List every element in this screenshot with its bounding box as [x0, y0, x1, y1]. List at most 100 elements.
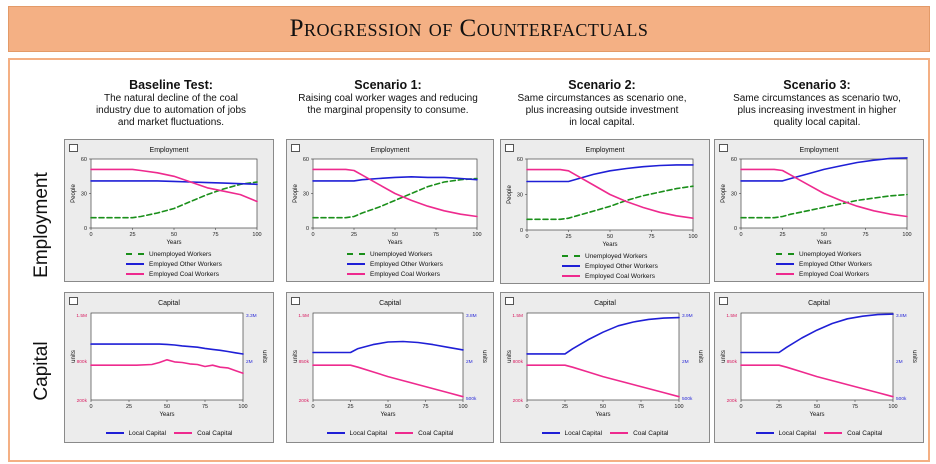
panel-pin-icon[interactable] [505, 297, 514, 305]
right-tick-label: 2M [466, 359, 473, 365]
y-tick-label: 60 [517, 157, 523, 163]
chart-legend: Local Capital Coal Capital [65, 428, 273, 438]
right-tick-label: 500k [466, 396, 477, 402]
x-tick-label: 50 [385, 404, 391, 410]
x-tick-label: 75 [638, 404, 644, 410]
legend-label: Unemployed Workers [370, 250, 433, 258]
x-tick-label: 25 [779, 232, 785, 238]
x-tick-label: 50 [814, 404, 820, 410]
legend-swatch [824, 432, 843, 434]
plot-area [526, 312, 680, 401]
legend-swatch [610, 432, 629, 434]
panel-pin-icon[interactable] [291, 144, 300, 152]
legend-label: Unemployed Workers [799, 250, 862, 258]
column-header: Scenario 2: Same circumstances as scenari… [497, 79, 707, 129]
chart-legend: Unemployed Workers Employed Other Workers… [562, 251, 658, 281]
column-description-line: the marginal propensity to consume. [307, 105, 469, 116]
panel-pin-icon[interactable] [505, 144, 514, 152]
x-tick-label: 75 [862, 232, 868, 238]
x-tick-label: 0 [739, 232, 742, 238]
chart-title: Capital [379, 300, 401, 307]
capital-chart-panel: Capital 0 25 50 75 100 Years 200k 850k 1.5M 500k 2M… [286, 292, 494, 443]
left-tick-label: 1.5M [726, 313, 737, 319]
x-tick-label: 0 [89, 404, 92, 410]
x-tick-label: 0 [311, 232, 314, 238]
column-header: Scenario 3: Same circumstances as scenari… [712, 79, 922, 129]
legend-label: Local Capital [778, 429, 817, 437]
right-axis-label: units [261, 350, 267, 363]
chart-svg: Employment 0 25 50 75 100 Years 0 30 60 People [507, 147, 698, 248]
y-tick-label: 30 [81, 192, 87, 198]
x-tick-label: 100 [674, 404, 683, 410]
employment-chart-panel: Employment 0 25 50 75 100 Years 0 30 60 People Unem… [500, 139, 710, 284]
x-tick-label: 50 [821, 232, 827, 238]
x-tick-label: 25 [562, 404, 568, 410]
x-axis-label: Years [159, 412, 174, 418]
column-description-line: and market fluctuations. [117, 117, 225, 128]
legend-label: Local Capital [128, 429, 167, 437]
legend-swatch [347, 253, 365, 255]
legend-swatch [105, 432, 124, 434]
series-line [312, 340, 464, 354]
panel-pin-icon[interactable] [291, 297, 300, 305]
x-tick-label: 75 [648, 234, 654, 240]
chart-svg: Capital 0 25 50 75 100 Years 200k 800k 1.5M 500k 2M… [507, 300, 703, 418]
legend-label: Local Capital [349, 429, 388, 437]
capital-chart-panel: Capital 0 25 50 75 100 Years 200k 800k 1.5M 2M 3.3M… [64, 292, 274, 443]
right-axis-label: units [911, 350, 917, 363]
x-tick-label: 0 [311, 404, 314, 410]
legend-label: Unemployed Workers [585, 252, 648, 260]
right-tick-label: 3.9M [682, 313, 693, 319]
column-heading: Baseline Test: [129, 78, 213, 92]
legend-swatch [562, 265, 580, 267]
x-tick-label: 0 [739, 404, 742, 410]
x-tick-label: 100 [902, 232, 911, 238]
x-axis-label: Years [387, 240, 402, 246]
chart-title: Employment [586, 147, 625, 154]
chart-title: Capital [808, 300, 830, 307]
panel-pin-icon[interactable] [69, 297, 78, 305]
legend-label: Employed Coal Workers [585, 272, 655, 280]
legend-swatch [174, 432, 193, 434]
legend-label: Employed Coal Workers [799, 270, 869, 278]
chart-legend: Local Capital Coal Capital [501, 428, 709, 438]
left-tick-label: 1.5M [76, 313, 87, 319]
panel-pin-icon[interactable] [719, 297, 728, 305]
x-axis-label: Years [595, 412, 610, 418]
left-axis-label: units [71, 350, 77, 363]
column-heading: Scenario 2: [568, 78, 636, 92]
legend-label: Unemployed Workers [149, 250, 212, 258]
chart-svg: Employment 0 25 50 75 100 Years 0 30 60 People [721, 147, 912, 246]
chart-legend: Unemployed Workers Employed Other Workers… [347, 249, 443, 279]
legend-swatch [326, 432, 345, 434]
x-tick-label: 75 [433, 232, 439, 238]
series-line [312, 175, 478, 182]
legend-item: Employed Other Workers [562, 261, 658, 271]
series-line [90, 343, 244, 355]
legend-swatch [562, 255, 580, 257]
legend-row: Local Capital Coal Capital [715, 428, 923, 438]
y-axis-label: People [293, 183, 299, 202]
left-axis-label: units [721, 350, 727, 363]
panel-pin-icon[interactable] [69, 144, 78, 152]
chart-svg: Employment 0 25 50 75 100 Years 0 30 60 People [293, 147, 482, 246]
legend-label: Local Capital [564, 429, 603, 437]
x-tick-label: 75 [852, 404, 858, 410]
right-tick-label: 2M [246, 359, 253, 365]
x-tick-label: 75 [212, 232, 218, 238]
chart-title: Capital [158, 300, 180, 307]
series-line [740, 364, 894, 398]
panel-pin-icon[interactable] [719, 144, 728, 152]
x-tick-label: 100 [238, 404, 247, 410]
chart-svg: Employment 0 25 50 75 100 Years 0 30 60 People [71, 147, 262, 246]
legend-swatch [755, 432, 774, 434]
legend-item: Employed Coal Workers [126, 269, 222, 279]
legend-label: Employed Coal Workers [149, 270, 219, 278]
right-tick-label: 3.3M [246, 313, 257, 319]
left-tick-label: 1.5M [298, 313, 309, 319]
series-line [526, 164, 694, 183]
series-line [740, 168, 908, 218]
right-axis-label: units [697, 350, 703, 363]
x-tick-label: 25 [351, 232, 357, 238]
x-tick-label: 100 [472, 232, 481, 238]
